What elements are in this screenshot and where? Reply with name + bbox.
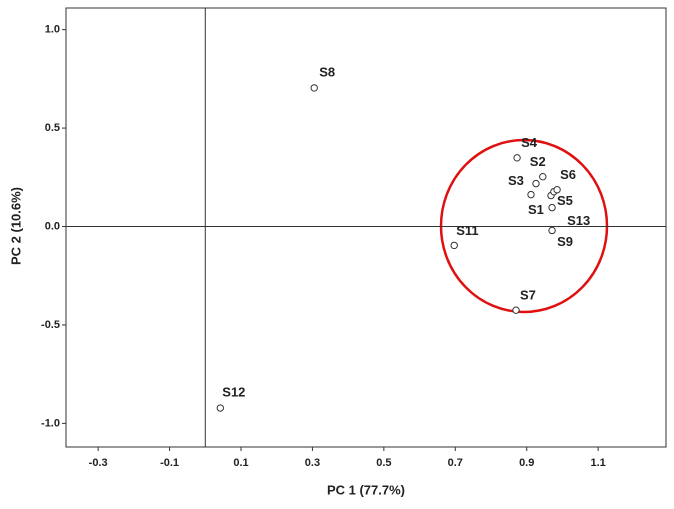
point-label: S3 [508,173,524,188]
x-tick-label: 0.9 [519,457,534,469]
point [548,226,556,235]
y-tick-label: -0.5 [41,319,60,331]
point [450,241,458,250]
point [539,173,547,181]
point [532,179,540,188]
y-tick-label: 0.5 [45,122,60,134]
y-axis-title: PC 2 (10.6%) [8,187,23,265]
point [310,84,318,92]
y-tick-label: -1.0 [41,417,60,429]
point [216,404,224,412]
point-label: S2 [530,154,546,169]
point-label: S8 [319,64,335,79]
x-tick-label: 0.7 [448,457,463,469]
point-label: S9 [557,234,573,249]
y-tick-label: 1.0 [45,24,60,36]
point-label: S1 [528,202,544,217]
point [553,186,561,194]
point-label: S11 [456,223,478,238]
x-tick-label: 0.3 [305,457,320,469]
point [512,306,520,314]
x-tick-label: -0.1 [160,457,179,469]
point-label: S12 [222,384,245,399]
point-label: S5 [557,193,573,208]
point-label: S7 [520,288,536,303]
plot-frame [65,7,667,448]
point-label: S6 [560,167,576,182]
highlight-ellipse [439,138,609,314]
point-label: S4 [521,135,538,150]
point [513,154,521,162]
x-tick-label: -0.3 [89,457,108,469]
x-tick-label: 0.5 [376,457,391,469]
x-tick-label: 0.1 [233,457,248,469]
y-tick-label: 0.0 [45,220,60,232]
point-label: S13 [567,213,590,228]
point [548,203,556,212]
x-axis-title: PC 1 (77.7%) [327,482,405,497]
x-tick-label: 1.1 [590,457,605,469]
point [527,190,535,199]
